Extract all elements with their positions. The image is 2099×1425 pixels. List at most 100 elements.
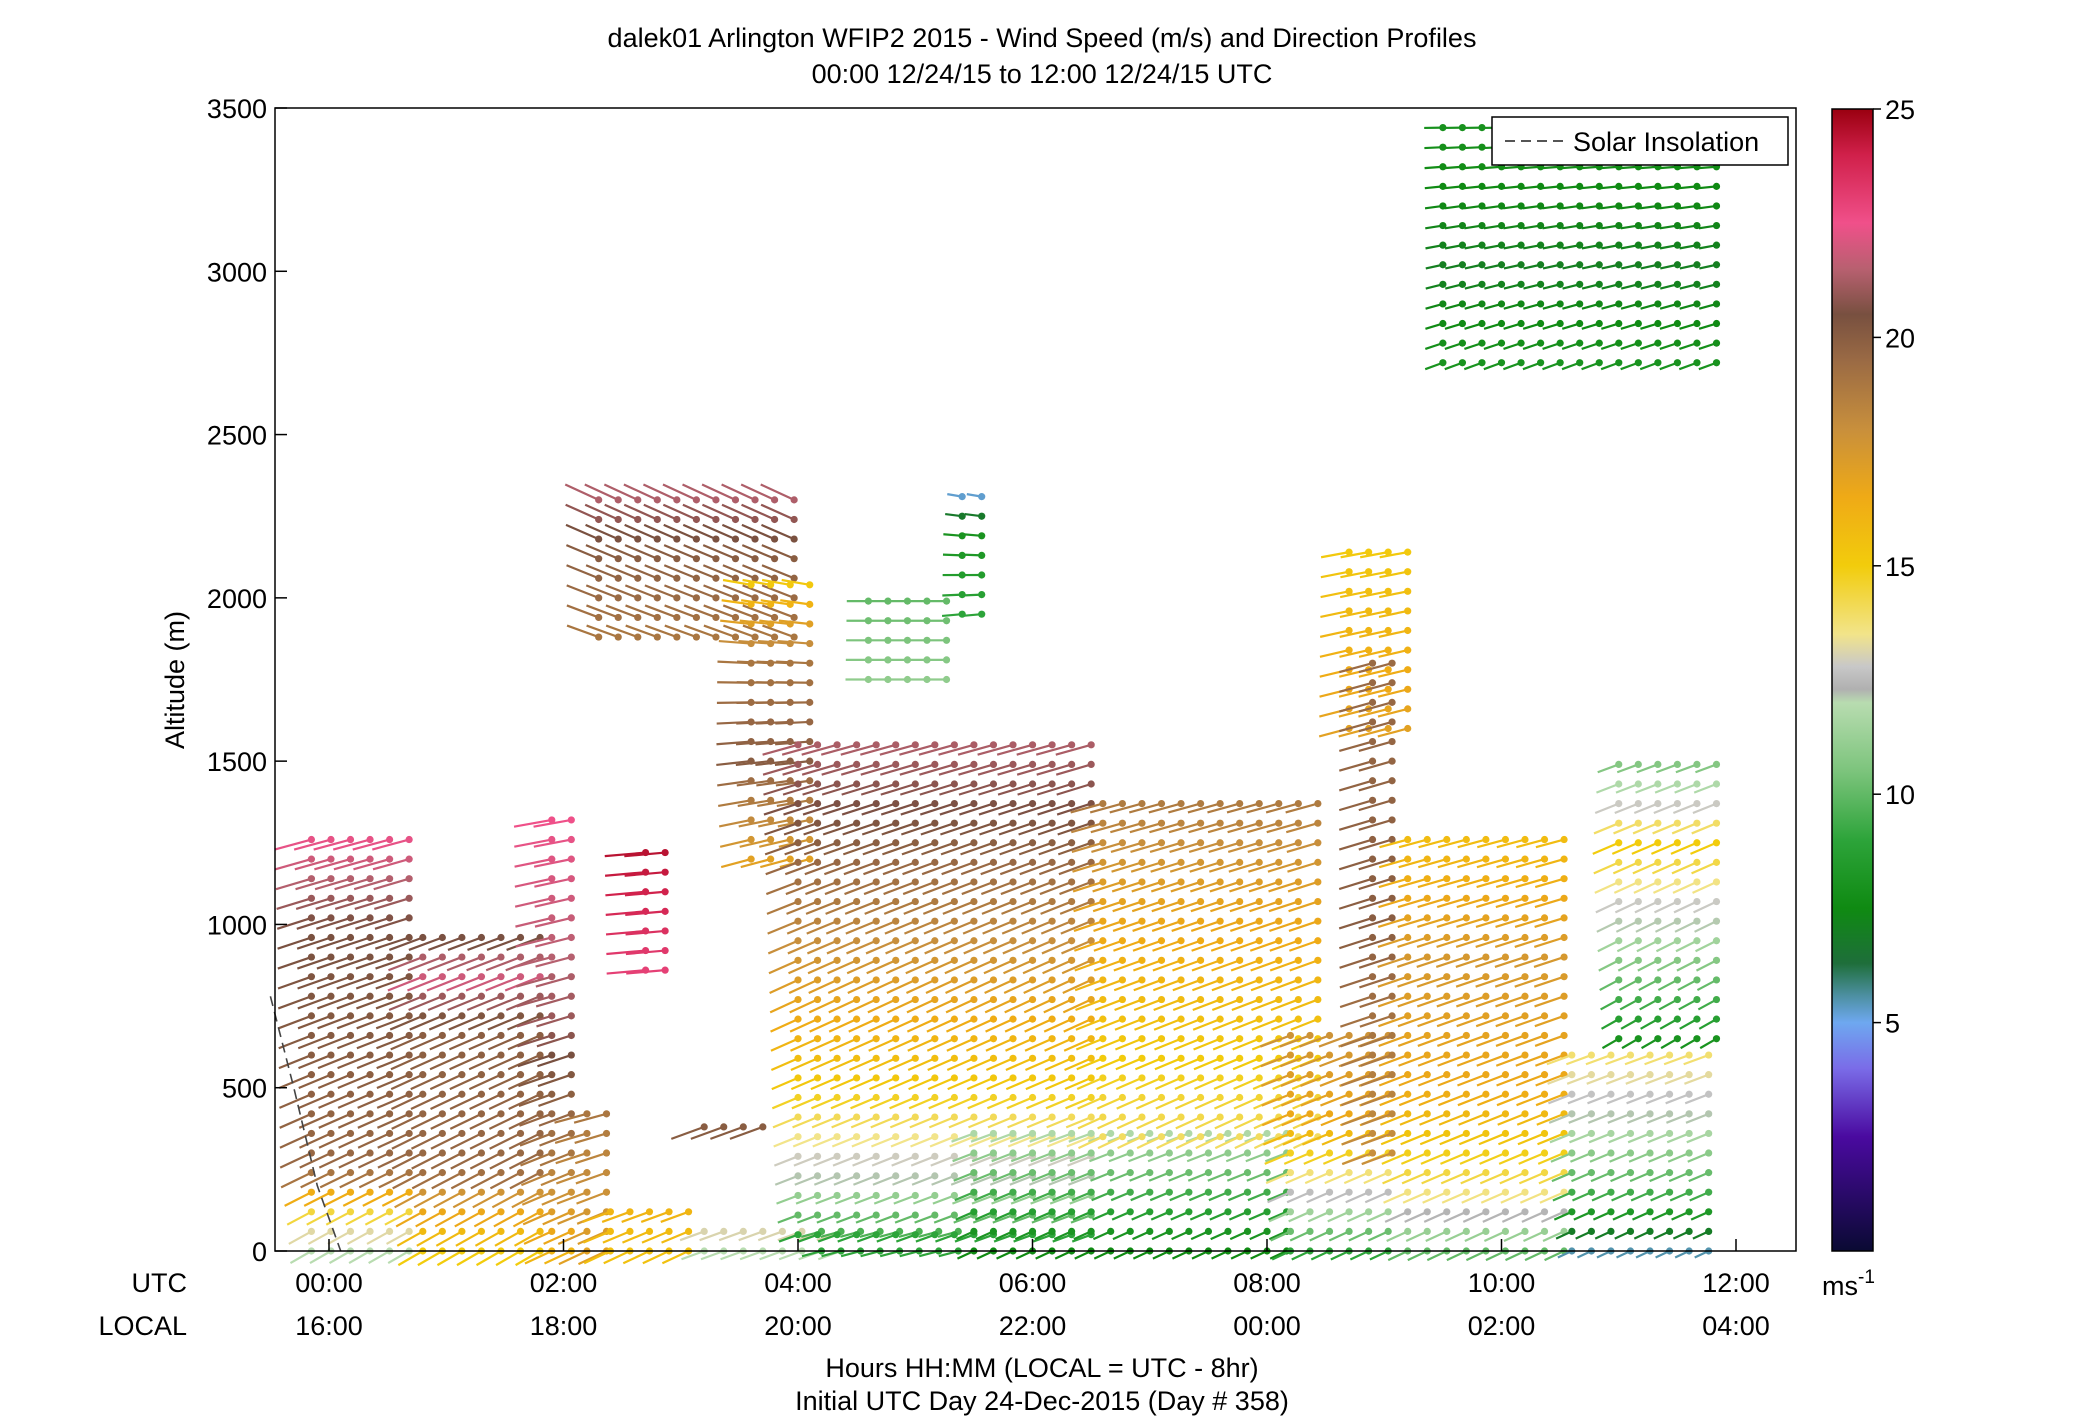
wind-barb [1418, 1093, 1448, 1107]
wind-barb-dot [1009, 1227, 1017, 1236]
wind-barb [1109, 1171, 1131, 1182]
wind-barb [702, 523, 736, 541]
wind-barb-dot [1654, 956, 1662, 964]
wind-barb [352, 838, 390, 851]
wind-barb [1285, 822, 1319, 834]
wind-barb-dot [692, 535, 701, 543]
wind-barb [1249, 900, 1280, 913]
wind-barb [356, 1054, 391, 1070]
wind-barb [298, 1112, 332, 1129]
wind-barb [940, 841, 975, 856]
wind-barb [1457, 838, 1487, 849]
wind-barb [1358, 740, 1393, 753]
wind-barb-dot [1521, 914, 1529, 922]
wind-barb [1154, 1076, 1182, 1090]
wind-barb [1268, 900, 1299, 913]
wind-barb [1064, 1076, 1092, 1091]
wind-barb-dot [1028, 741, 1037, 749]
wind-barb [1016, 743, 1053, 756]
wind-barb [582, 1210, 611, 1223]
wind-barb [430, 1132, 463, 1150]
wind-barb [784, 841, 818, 856]
wind-barb-dot [1685, 1129, 1693, 1138]
wind-barb-dot [1587, 1129, 1595, 1138]
wind-barb-dot [1099, 1035, 1107, 1043]
wind-barb [841, 802, 877, 816]
wind-barb [681, 1249, 705, 1261]
wind-barb [939, 802, 975, 816]
wind-barb-dot [1712, 202, 1721, 210]
wind-barb [605, 584, 639, 599]
wind-barb-dot [813, 799, 822, 808]
wind-barb [1593, 861, 1620, 875]
wind-barb [664, 604, 697, 619]
wind-barb-dot [1615, 858, 1623, 866]
wind-barb-dot [1482, 1149, 1490, 1157]
wind-barb-dot [346, 894, 355, 902]
wind-barb [948, 1116, 975, 1129]
wind-barb [952, 1152, 975, 1163]
wind-barb-dot [1478, 300, 1486, 308]
wind-barb [893, 1194, 916, 1205]
wind-barb [354, 897, 390, 911]
wind-barb [518, 1093, 553, 1107]
wind-barb [1339, 609, 1369, 619]
wind-barb-dot [419, 973, 427, 981]
wind-barb [1040, 920, 1073, 935]
wind-barb [1477, 1093, 1506, 1107]
wind-barb [1595, 900, 1620, 914]
wind-barb-dot [1368, 973, 1377, 981]
wind-barb-dot [1068, 780, 1076, 788]
wind-barb-dot [1556, 339, 1564, 347]
wind-barb-dot [536, 1031, 544, 1040]
wind-barb [1037, 822, 1072, 836]
wind-barb-dot [1712, 760, 1721, 769]
wind-barb [1044, 1076, 1073, 1091]
wind-barb-dot [1138, 976, 1146, 984]
wind-barb [1457, 858, 1487, 869]
wind-barb [1674, 920, 1698, 933]
wind-barb-dot [1294, 858, 1302, 866]
wind-barb [602, 1230, 631, 1244]
wind-barb [763, 802, 799, 816]
wind-barb-dot [1138, 1113, 1146, 1121]
wind-barb-dot [790, 515, 798, 524]
wind-barb [741, 503, 776, 521]
wind-barb-dot [458, 953, 466, 961]
wind-barb-dot [438, 992, 446, 1000]
wind-barb [829, 1076, 858, 1091]
wind-barb-dot [1654, 995, 1662, 1004]
wind-barb-dot [970, 1208, 978, 1216]
wind-barb [364, 1210, 391, 1226]
wind-barb [604, 503, 639, 521]
wind-barb [289, 1250, 312, 1265]
wind-barb [1046, 1116, 1073, 1129]
wind-barb [1360, 1073, 1393, 1087]
wind-barb [1685, 1112, 1710, 1124]
wind-barb [1421, 1171, 1448, 1185]
wind-barb [1306, 1191, 1330, 1204]
wind-barb-dot [833, 917, 841, 925]
wind-barb-dot [1314, 937, 1322, 945]
wind-barb-dot [1693, 799, 1701, 808]
wind-barb-dot [477, 1051, 486, 1059]
wind-barb-dot [1521, 1071, 1529, 1079]
wind-barb [1379, 590, 1408, 599]
wind-barb-dot [853, 956, 861, 964]
wind-barb [821, 782, 857, 796]
wind-barb [644, 544, 678, 560]
wind-barb-dot [1204, 1227, 1213, 1236]
wind-barb-dot [806, 816, 814, 824]
wind-barb-dot [1705, 1110, 1713, 1118]
wind-barb [925, 978, 955, 994]
wind-barb [1339, 629, 1369, 638]
wind-barb [1534, 1054, 1565, 1067]
wind-barb [770, 1018, 799, 1033]
chart-subtitle: 00:00 12/24/15 to 12:00 12/24/15 UTC [812, 59, 1273, 89]
wind-barb [1231, 1018, 1260, 1031]
wind-barb-dot [497, 953, 505, 961]
wind-barb [832, 1155, 858, 1167]
wind-barb-dot [1673, 319, 1682, 328]
x-tick-label-local: 18:00 [530, 1311, 598, 1341]
wind-barb-dot [626, 1208, 634, 1216]
